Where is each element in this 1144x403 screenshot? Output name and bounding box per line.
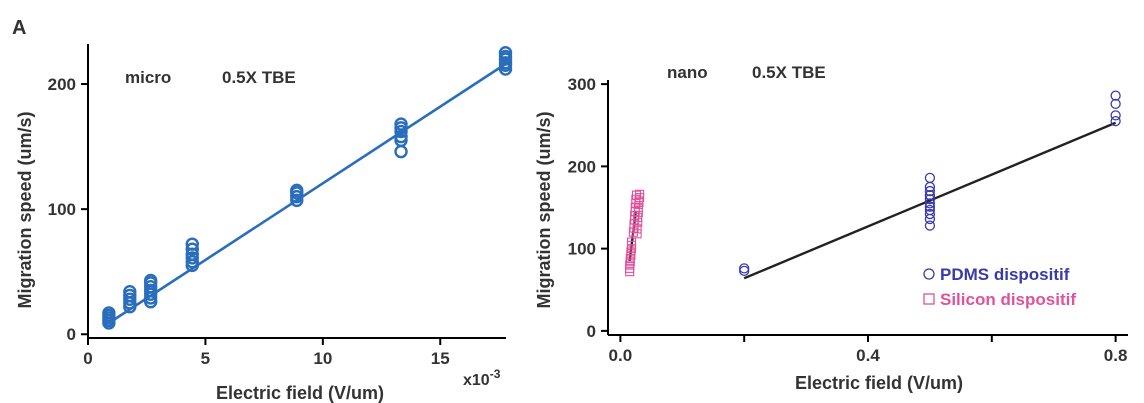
data-point bbox=[625, 260, 635, 270]
x-tick-label: 0.0 bbox=[609, 346, 633, 365]
x-axis-title: Electric field (V/um) bbox=[795, 373, 963, 393]
data-point bbox=[924, 204, 936, 216]
data-point bbox=[632, 224, 642, 234]
data-point bbox=[924, 198, 936, 209]
data-point bbox=[924, 172, 936, 184]
data-point bbox=[924, 194, 936, 205]
fit-line bbox=[743, 121, 1117, 280]
data-point bbox=[924, 201, 936, 212]
data-point bbox=[924, 190, 936, 201]
y-tick-label: 100 bbox=[48, 200, 76, 219]
data-point bbox=[924, 208, 936, 220]
legend-label-pdms: PDMS dispositif bbox=[940, 265, 1070, 284]
x-tick-label: 0.4 bbox=[856, 346, 880, 365]
x-tick-label: 10 bbox=[313, 349, 332, 368]
x-tick-label: 5 bbox=[201, 349, 210, 368]
data-point bbox=[394, 129, 408, 144]
x-tick-label: 15 bbox=[431, 349, 450, 368]
data-point bbox=[394, 117, 408, 131]
annotation-nano: nano bbox=[667, 63, 708, 82]
data-point bbox=[634, 196, 644, 206]
data-point bbox=[143, 273, 158, 288]
legend-marker-silicon bbox=[923, 293, 935, 305]
data-point bbox=[625, 253, 635, 264]
y-tick-label: 0 bbox=[67, 325, 76, 344]
data-point bbox=[632, 229, 642, 239]
legend: PDMS dispositif Silicon dispositif bbox=[923, 265, 1076, 309]
data-point bbox=[394, 144, 408, 159]
data-point bbox=[626, 247, 636, 257]
data-point bbox=[633, 212, 643, 222]
chart-nano: nano 0.5X TBE Electric field (V/um) Migr… bbox=[534, 63, 1128, 393]
y-tick-label: 200 bbox=[48, 75, 76, 94]
x-axis-title: Electric field (V/um) bbox=[216, 383, 384, 403]
data-point bbox=[739, 263, 750, 274]
legend-marker-pdms bbox=[923, 268, 935, 280]
annotation-micro: micro bbox=[125, 68, 171, 87]
annotation-buffer: 0.5X TBE bbox=[222, 68, 296, 87]
chart-micro: micro 0.5X TBE Electric field (V/um) Mig… bbox=[15, 44, 513, 403]
data-point bbox=[924, 220, 936, 231]
x-tick-label: 0.8 bbox=[1104, 346, 1128, 365]
data-point bbox=[1110, 115, 1121, 127]
data-point bbox=[1110, 98, 1121, 110]
annotation-buffer: 0.5X TBE bbox=[752, 63, 826, 82]
data-point bbox=[633, 207, 643, 217]
data-point bbox=[123, 285, 137, 299]
y-tick-label: 200 bbox=[568, 157, 596, 176]
y-axis-title: Migration speed (um/s) bbox=[534, 111, 554, 308]
data-point bbox=[1110, 110, 1121, 121]
data-point bbox=[498, 46, 513, 60]
data-point bbox=[185, 237, 199, 251]
legend-label-silicon: Silicon dispositif bbox=[940, 290, 1076, 309]
data-point bbox=[185, 242, 199, 256]
x-tick-label: 0 bbox=[83, 349, 92, 368]
data-point bbox=[633, 202, 643, 213]
x-multiplier: x10-3 bbox=[463, 367, 501, 389]
data-point bbox=[102, 306, 116, 320]
data-point bbox=[626, 237, 637, 247]
y-axis-title: Migration speed (um/s) bbox=[15, 111, 35, 308]
y-tick-label: 300 bbox=[568, 75, 596, 94]
data-point bbox=[1110, 90, 1121, 101]
panel-label: A bbox=[12, 17, 26, 39]
data-point bbox=[635, 189, 645, 199]
y-tick-label: 0 bbox=[587, 322, 596, 341]
y-tick-label: 100 bbox=[568, 240, 596, 259]
data-point bbox=[633, 217, 643, 227]
data-point bbox=[290, 183, 304, 198]
data-point bbox=[631, 190, 642, 200]
fit-line bbox=[108, 62, 507, 325]
data-point bbox=[924, 185, 936, 197]
